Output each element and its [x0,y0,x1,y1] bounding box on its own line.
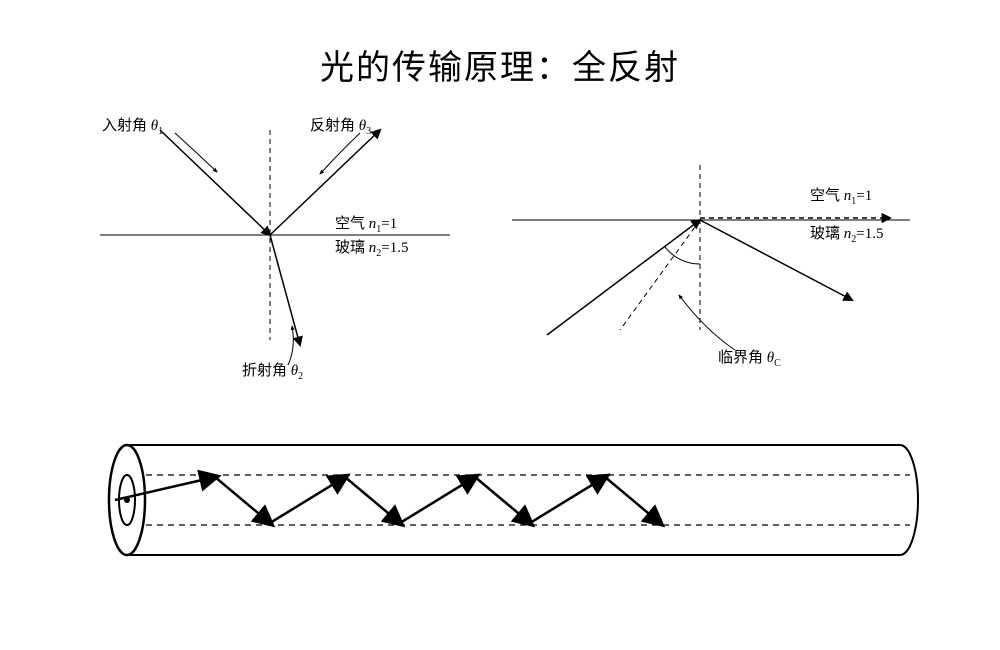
zigzag-segment [475,477,530,523]
page-title: 光的传输原理：全反射 [0,40,1000,89]
incident-angle-label: 入射角 θ1 [102,117,163,137]
total-reflection-diagram: 空气 n1=1 玻璃 n2=1.5 临界角 θC [512,165,910,369]
refracted-angle-label: 折射角 θ2 [242,362,303,382]
zigzag-segment [270,477,345,523]
refracted-label-arc [288,326,293,365]
air-label-left: 空气 n1=1 [335,215,397,235]
zigzag-segment [215,477,270,523]
fiber-right-cap [900,445,918,555]
refraction-diagram: 入射角 θ1 反射角 θ3 折射角 θ2 空气 n1=1 玻璃 n2=1.5 [100,117,450,382]
incident-label-arc [175,133,217,172]
incident-ray [160,130,270,235]
zigzag-segment [400,477,475,523]
zigzag-segment [605,477,660,523]
refracted-ray [270,235,300,345]
fiber-diagram [109,445,918,555]
critical-angle-label: 临界角 θC [718,349,781,369]
glass-label-left: 玻璃 n2=1.5 [335,239,408,259]
incident-ray-right [547,220,700,335]
critical-angle-line [620,220,700,330]
zigzag-rays [215,477,660,523]
reflected-angle-label: 反射角 θ3 [310,117,371,137]
critical-angle-arc [665,247,700,264]
zigzag-segment [530,477,605,523]
zigzag-segment [345,477,400,523]
critical-label-arc [679,295,735,350]
diagram-canvas: 入射角 θ1 反射角 θ3 折射角 θ2 空气 n1=1 玻璃 n2=1.5 空… [0,0,1000,650]
glass-label-right: 玻璃 n2=1.5 [810,225,883,245]
air-label-right: 空气 n1=1 [810,187,872,207]
